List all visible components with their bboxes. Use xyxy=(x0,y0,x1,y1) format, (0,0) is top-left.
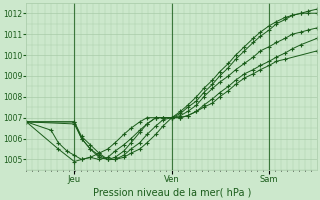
X-axis label: Pression niveau de la mer( hPa ): Pression niveau de la mer( hPa ) xyxy=(92,187,251,197)
